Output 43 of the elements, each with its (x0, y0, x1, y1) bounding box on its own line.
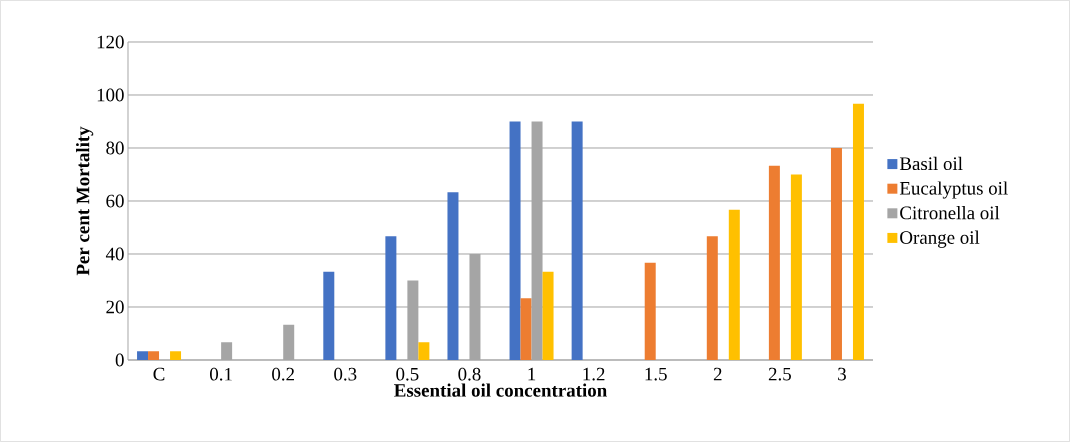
x-tick-label: 0.1 (210, 367, 232, 381)
bar (542, 271, 554, 360)
bar (768, 165, 780, 360)
x-tick-label: 1.2 (583, 367, 605, 381)
x-tick-label: 2.5 (768, 367, 791, 381)
bar (148, 351, 160, 360)
bar (385, 236, 397, 360)
y-tick-label: 80 (106, 141, 124, 155)
x-tick-label: 0.5 (396, 367, 419, 381)
y-tick-label: 0 (115, 353, 124, 367)
x-tick-label: C (153, 367, 165, 381)
x-tick-label: 0.2 (272, 367, 294, 381)
y-tick-label: 40 (105, 247, 124, 261)
bar (137, 351, 149, 360)
bar (830, 148, 842, 360)
bar (509, 121, 521, 360)
x-axis-title: Essential oil concentration (394, 383, 607, 397)
y-tick-label: 60 (106, 194, 124, 208)
bar (447, 192, 459, 360)
bar (728, 209, 740, 360)
legend-label: Orange oil (900, 230, 980, 248)
y-tick-label: 20 (106, 300, 124, 314)
bar (852, 103, 864, 360)
bar (706, 236, 718, 360)
x-tick-label: 1.5 (645, 367, 667, 381)
x-tick-label: 0.3 (334, 367, 357, 381)
x-tick-label: 2 (713, 367, 722, 381)
bar (644, 262, 656, 360)
legend-label: Eucalyptus oil (899, 181, 1008, 199)
bar (418, 342, 430, 360)
bar (520, 298, 532, 360)
legend-label: Citronella oil (900, 206, 1000, 220)
y-tick-label: 100 (97, 88, 124, 102)
x-tick-label: 1 (528, 367, 536, 381)
x-tick-label: 0.8 (458, 367, 481, 381)
bar (323, 271, 335, 360)
x-tick-label: 3 (838, 367, 846, 381)
y-tick-label: 120 (97, 35, 124, 49)
bar (790, 174, 802, 360)
bar (571, 121, 583, 360)
y-axis-title: Per cent Mortality (76, 126, 94, 276)
legend-label: Basil oil (899, 156, 963, 171)
bar (170, 351, 182, 360)
